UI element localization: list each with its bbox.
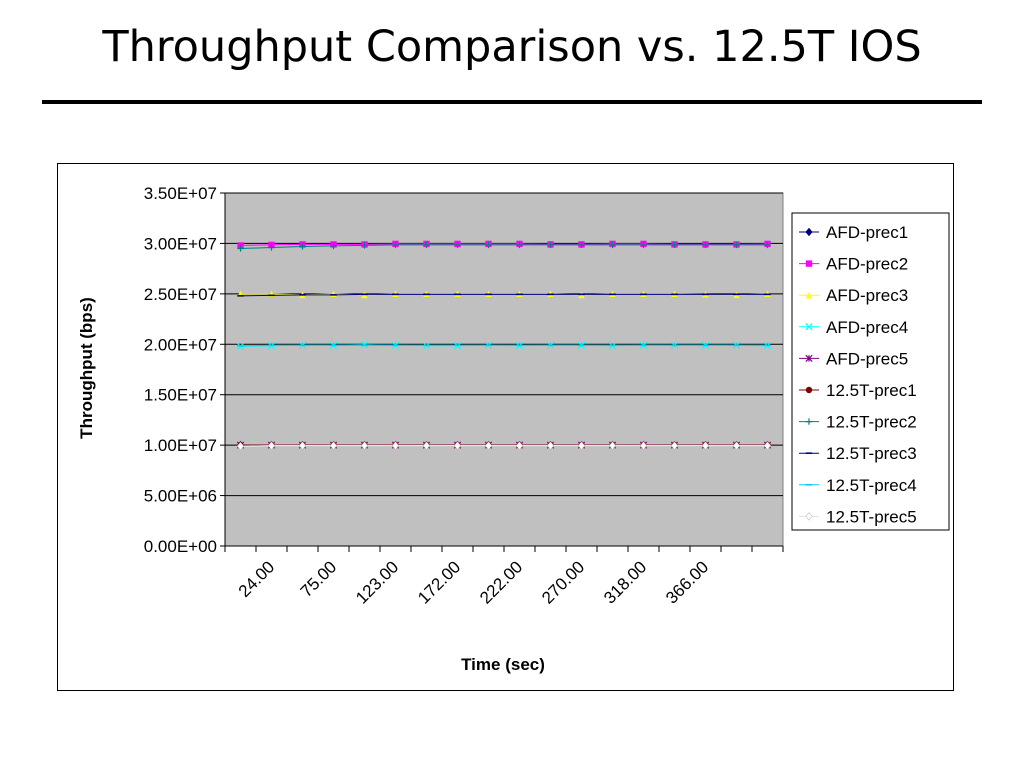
y-tick-label: 1.00E+07 bbox=[144, 436, 217, 455]
x-tick-label: 172.00 bbox=[414, 557, 464, 607]
data-point-12-5t-prec2 bbox=[454, 241, 461, 249]
legend-marker bbox=[805, 292, 813, 299]
data-point-12-5t-prec5 bbox=[732, 441, 741, 450]
data-point-12-5t-prec2 bbox=[299, 243, 306, 250]
series-12-5t-prec5 bbox=[236, 441, 772, 451]
x-tick-label: 123.00 bbox=[352, 557, 402, 607]
legend-label: AFD-prec5 bbox=[826, 349, 908, 368]
data-point-12-5t-prec5 bbox=[608, 441, 617, 450]
legend-label: AFD-prec3 bbox=[826, 286, 908, 305]
legend-label: 12.5T-prec5 bbox=[826, 507, 917, 526]
data-point-12-5t-prec2 bbox=[702, 241, 709, 249]
title-divider bbox=[42, 100, 982, 104]
data-point-12-5t-prec5 bbox=[422, 441, 431, 450]
data-point-12-5t-prec5 bbox=[360, 441, 369, 450]
legend-item-12-5t-prec2: 12.5T-prec2 bbox=[799, 413, 917, 432]
x-tick-label: 318.00 bbox=[600, 557, 650, 607]
data-point-12-5t-prec5 bbox=[763, 441, 772, 450]
legend-item-12-5t-prec3: 12.5T-prec3 bbox=[799, 444, 917, 463]
data-point-12-5t-prec2 bbox=[485, 241, 492, 249]
data-point-12-5t-prec5 bbox=[298, 441, 307, 450]
data-point-12-5t-prec2 bbox=[578, 241, 585, 249]
data-point-12-5t-prec5 bbox=[546, 441, 555, 450]
data-point-12-5t-prec2 bbox=[547, 241, 554, 249]
slide-title: Throughput Comparison vs. 12.5T IOS bbox=[102, 22, 922, 72]
legend-box bbox=[791, 212, 950, 531]
series-12-5t-prec3 bbox=[237, 293, 771, 297]
series-line-12-5t-prec2 bbox=[240, 244, 768, 249]
legend-item-afd-prec2: AFD-prec2 bbox=[799, 255, 908, 274]
data-point-12-5t-prec5 bbox=[329, 441, 338, 450]
series-12-5t-prec2 bbox=[237, 241, 771, 252]
x-tick-label: 222.00 bbox=[476, 557, 526, 607]
data-point-12-5t-prec2 bbox=[764, 241, 771, 249]
data-point-12-5t-prec5 bbox=[639, 441, 648, 450]
data-point-12-5t-prec2 bbox=[237, 245, 244, 252]
data-point-12-5t-prec5 bbox=[267, 441, 276, 450]
legend-item-12-5t-prec1: 12.5T-prec1 bbox=[799, 381, 917, 400]
data-point-12-5t-prec2 bbox=[671, 241, 678, 249]
legend-marker bbox=[805, 418, 813, 425]
legend-item-12-5t-prec4: 12.5T-prec4 bbox=[799, 476, 917, 495]
x-tick-label: 75.00 bbox=[297, 557, 341, 601]
data-point-12-5t-prec2 bbox=[733, 241, 740, 249]
y-tick-label: 0.00E+00 bbox=[144, 537, 217, 556]
legend-label: AFD-prec2 bbox=[826, 255, 908, 274]
y-axis-label: Throughput (bps) bbox=[77, 297, 96, 439]
x-tick-label: 270.00 bbox=[538, 557, 588, 607]
data-point-12-5t-prec5 bbox=[391, 441, 400, 450]
data-point-12-5t-prec5 bbox=[453, 441, 462, 450]
data-point-12-5t-prec5 bbox=[701, 441, 710, 450]
data-point-12-5t-prec5 bbox=[670, 441, 679, 450]
y-tick-label: 2.50E+07 bbox=[144, 285, 217, 304]
data-point-12-5t-prec2 bbox=[330, 242, 337, 250]
legend-marker bbox=[805, 227, 813, 237]
data-point-12-5t-prec2 bbox=[423, 241, 430, 249]
data-point-12-5t-prec2 bbox=[361, 242, 368, 249]
legend-item-afd-prec5: AFD-prec5 bbox=[799, 349, 908, 368]
data-point-12-5t-prec2 bbox=[516, 241, 523, 249]
x-axis-label: Time (sec) bbox=[461, 655, 545, 674]
data-point-12-5t-prec5 bbox=[236, 441, 245, 451]
legend-marker bbox=[805, 354, 813, 363]
legend-label: 12.5T-prec4 bbox=[826, 476, 917, 495]
legend-label: 12.5T-prec2 bbox=[826, 413, 917, 432]
series-line-12-5t-prec3 bbox=[240, 293, 768, 297]
y-tick-label: 5.00E+06 bbox=[144, 487, 217, 506]
legend-item-12-5t-prec5: 12.5T-prec5 bbox=[799, 507, 917, 526]
x-tick-label: 366.00 bbox=[662, 557, 712, 607]
data-point-12-5t-prec5 bbox=[577, 441, 586, 450]
y-tick-label: 1.50E+07 bbox=[144, 386, 217, 405]
legend-label: AFD-prec4 bbox=[826, 318, 908, 337]
legend-marker bbox=[805, 323, 813, 331]
legend-label: 12.5T-prec3 bbox=[826, 444, 917, 463]
y-tick-label: 3.50E+07 bbox=[144, 184, 217, 203]
legend-label: AFD-prec1 bbox=[826, 223, 908, 242]
data-point-12-5t-prec2 bbox=[392, 241, 399, 249]
x-tick-label: 24.00 bbox=[235, 557, 279, 601]
legend-marker bbox=[805, 512, 813, 521]
data-point-12-5t-prec2 bbox=[268, 244, 275, 251]
data-point-12-5t-prec5 bbox=[515, 441, 524, 450]
series-line-12-5t-prec5 bbox=[240, 445, 768, 447]
y-tick-label: 2.00E+07 bbox=[144, 335, 217, 354]
series-line-12-5t-prec4 bbox=[240, 344, 768, 347]
plot-area bbox=[224, 192, 784, 547]
y-tick-label: 3.00E+07 bbox=[144, 234, 217, 253]
data-point-12-5t-prec2 bbox=[640, 241, 647, 249]
legend-item-afd-prec3: AFD-prec3 bbox=[799, 286, 908, 305]
series-12-5t-prec4 bbox=[237, 344, 771, 347]
legend-marker bbox=[805, 386, 813, 394]
legend-item-afd-prec4: AFD-prec4 bbox=[799, 318, 908, 337]
data-point-12-5t-prec2 bbox=[609, 241, 616, 249]
legend-label: 12.5T-prec1 bbox=[826, 381, 917, 400]
legend-item-afd-prec1: AFD-prec1 bbox=[799, 223, 908, 242]
data-point-12-5t-prec5 bbox=[484, 441, 493, 450]
legend-marker bbox=[805, 260, 813, 267]
